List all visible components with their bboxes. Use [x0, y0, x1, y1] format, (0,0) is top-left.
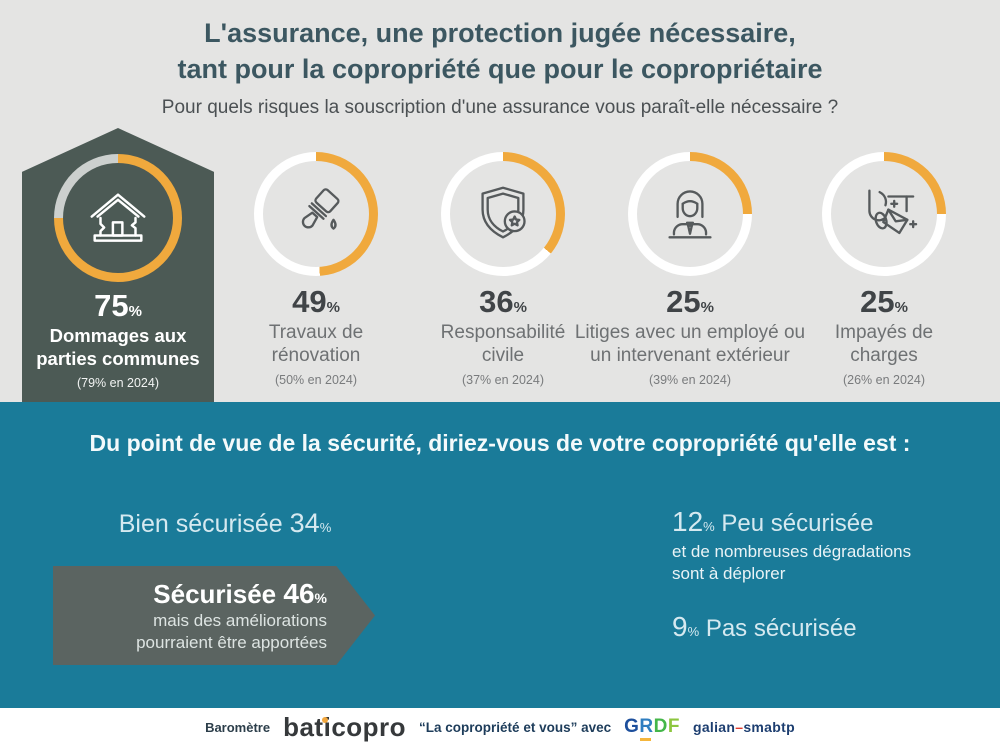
stat-label: Impayés de charges: [834, 322, 934, 367]
unpaid-charges-icon: [868, 189, 918, 235]
stat-card-travaux: 49% Travaux de rénovation (50% en 2024): [221, 152, 411, 387]
stat-previous-year: (37% en 2024): [461, 373, 544, 388]
stat-card-dommages: 75% Dommages aux parties communes (79% e…: [22, 128, 214, 402]
damaged-house-icon: [90, 193, 146, 242]
employee-icon: [668, 190, 712, 239]
stat-value: 75%: [94, 288, 142, 323]
stat-label: Dommages aux parties communes: [36, 325, 200, 369]
footer: Baromètre baticopro “La copropriété et v…: [0, 708, 1000, 746]
page-title-line2: tant pour la copropriété que pour le cop…: [177, 53, 823, 84]
progress-ring: [822, 152, 946, 276]
not-secured-stat: 9% Pas sécurisée: [672, 610, 857, 642]
survey-question: Pour quels risques la souscription d'une…: [161, 97, 839, 118]
grdf-logo: GRDF: [624, 716, 680, 737]
stat-previous-year: (79% en 2024): [76, 376, 159, 391]
security-section: Du point de vue de la sécurité, diriez-v…: [0, 402, 1000, 708]
stat-value: 49%: [292, 284, 340, 319]
page-title-line1: L'assurance, une protection jugée nécess…: [204, 18, 796, 48]
stat-value: 25%: [860, 284, 908, 319]
stat-label: Litiges avec un employé ou un intervenan…: [574, 322, 806, 367]
stat-label: Travaux de rénovation: [268, 322, 364, 367]
progress-ring: [628, 152, 752, 276]
stat-previous-year: (50% en 2024): [274, 373, 357, 388]
galian-smabtp-logo: galian–smabtp: [692, 719, 795, 735]
progress-ring: [441, 152, 565, 276]
secured-stat: Sécurisée 46%: [153, 578, 327, 610]
page-title: L'assurance, une protection jugée nécess…: [0, 16, 1000, 88]
secured-arrow-callout: Sécurisée 46% mais des améliorations pou…: [53, 566, 375, 665]
paintbrush-icon: [301, 188, 340, 230]
security-right-column: 12% Peu sécurisée et de nombreuses dégra…: [672, 506, 982, 643]
shield-star-icon: [481, 186, 526, 239]
tagline: “La copropriété et vous” avec: [419, 719, 612, 735]
stat-value: 36%: [479, 284, 527, 319]
stat-card-impayes: 25% Impayés de charges (26% en 2024): [789, 152, 979, 387]
stat-card-litiges: 25% Litiges avec un employé ou un interv…: [565, 152, 815, 387]
stat-label: Responsabilité civile: [440, 322, 566, 367]
stat-card-responsabilite: 36% Responsabilité civile (37% en 2024): [403, 152, 603, 387]
progress-ring: [54, 154, 182, 282]
security-question: Du point de vue de la sécurité, diriez-v…: [89, 430, 911, 456]
baticopro-logo: baticopro: [283, 712, 407, 742]
stat-previous-year: (39% en 2024): [648, 373, 731, 388]
baticopro-i-dot: [322, 717, 329, 723]
barometre-label: Baromètre: [205, 719, 271, 735]
progress-ring: [254, 152, 378, 276]
stat-previous-year: (26% en 2024): [842, 373, 925, 388]
poorly-secured-stat: 12% Peu sécurisée: [672, 506, 874, 537]
stat-value: 25%: [666, 284, 714, 319]
well-secured-stat: Bien sécurisée 34%: [118, 508, 332, 538]
